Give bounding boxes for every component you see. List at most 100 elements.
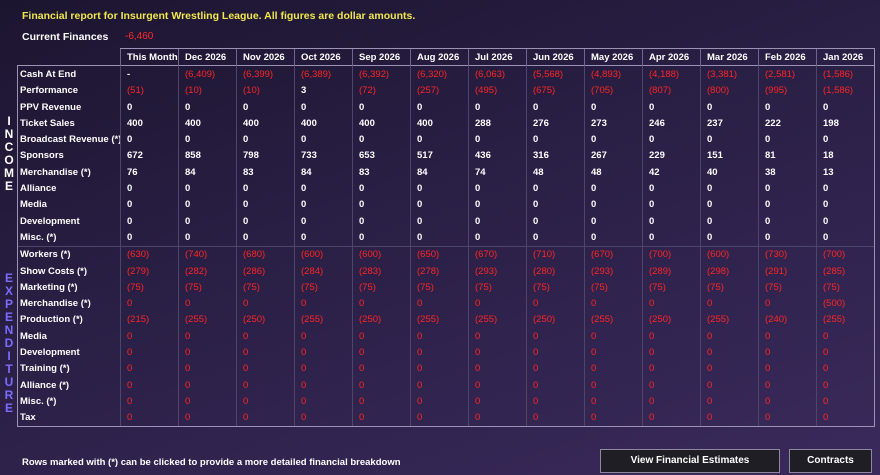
- row-value: 0: [294, 393, 353, 410]
- row-value: 0: [642, 376, 701, 394]
- row-value: 0: [236, 131, 295, 148]
- row-value: 0: [758, 409, 817, 427]
- row-value: 0: [178, 344, 237, 361]
- row-value: 0: [758, 229, 817, 247]
- report-row[interactable]: Training (*) 0 0 0 0 0 0 0 0 0 0 0 0 0: [17, 360, 875, 377]
- report-row[interactable]: Broadcast Revenue (*) 0 0 0 0 0 0 0 0 0 0 0 0 0: [17, 131, 875, 148]
- column-header: May 2026: [584, 47, 643, 66]
- row-value: 0: [642, 98, 701, 116]
- row-value: 0: [468, 98, 527, 116]
- row-value: 0: [468, 229, 527, 247]
- view-financial-estimates-button[interactable]: View Financial Estimates: [600, 449, 780, 473]
- expenditure-letter: U: [4, 375, 14, 389]
- row-value: 0: [584, 409, 643, 427]
- report-row: Development 0 0 0 0 0 0 0 0 0 0 0 0 0: [17, 344, 875, 361]
- report-row[interactable]: Show Costs (*) (279) (282) (286) (284) (283)(…: [17, 262, 875, 280]
- row-value: 0: [584, 328, 643, 345]
- row-label[interactable]: Misc. (*): [17, 393, 121, 410]
- row-value: 0: [642, 180, 701, 197]
- row-label[interactable]: Merchandise (*): [17, 164, 121, 181]
- report-row[interactable]: Marketing (*) (75) (75) (75) (75) (75) (75) (75…: [17, 279, 875, 296]
- row-value: 0: [468, 295, 527, 312]
- row-value: 653: [352, 147, 411, 165]
- column-header: Dec 2026: [178, 47, 237, 66]
- contracts-button[interactable]: Contracts: [789, 449, 872, 473]
- row-label[interactable]: Merchandise (*): [17, 295, 121, 312]
- row-label[interactable]: Workers (*): [17, 245, 121, 263]
- report-row: Sponsors 672 858 798 733 653 517 436 316 267 229 15…: [17, 147, 875, 165]
- row-value: (1,586): [816, 82, 875, 99]
- column-header: Mar 2026: [700, 47, 759, 66]
- row-value: 0: [352, 393, 411, 410]
- row-value: (75): [468, 279, 527, 296]
- report-row[interactable]: Merchandise (*) 76 84 83 84 83 84 74 48 48 42 40 38 1…: [17, 164, 875, 181]
- row-value: 84: [410, 164, 469, 181]
- row-label[interactable]: Marketing (*): [17, 279, 121, 296]
- row-value: 0: [584, 212, 643, 230]
- row-value: 3: [294, 82, 353, 99]
- row-label: PPV Revenue: [17, 98, 121, 116]
- income-letter: M: [4, 166, 14, 180]
- row-value: (670): [584, 245, 643, 263]
- row-label[interactable]: Production (*): [17, 311, 121, 329]
- row-value: (282): [178, 262, 237, 280]
- row-value: 0: [236, 360, 295, 377]
- row-value: 436: [468, 147, 527, 165]
- row-value: 0: [642, 360, 701, 377]
- row-value: 0: [294, 98, 353, 116]
- row-value: 0: [120, 131, 179, 148]
- row-value: 48: [526, 164, 585, 181]
- row-value: 0: [642, 409, 701, 427]
- report-row: Cash At End - (6,409) (6,399) (6,389) (6,392)…: [17, 65, 875, 83]
- column-header: This Month: [120, 47, 179, 66]
- report-row[interactable]: Merchandise (*) 0 0 0 0 0 0 0 0 0 0 0 0 (500): [17, 295, 875, 312]
- row-value: 0: [294, 229, 353, 247]
- row-value: (740): [178, 245, 237, 263]
- row-label[interactable]: Broadcast Revenue (*): [17, 131, 121, 148]
- financial-report-table: This Month Dec 2026 Nov 2026 Oct 2026 Sep 20…: [17, 47, 875, 427]
- row-value: 400: [236, 115, 295, 132]
- income-letter: C: [4, 140, 14, 154]
- report-row: Ticket Sales 400 400 400 400 400 400 288 276 273 2…: [17, 115, 875, 132]
- row-value: (298): [700, 262, 759, 280]
- income-letter: E: [4, 179, 13, 193]
- row-value: (730): [758, 245, 817, 263]
- report-row: Development 0 0 0 0 0 0 0 0 0 0 0 0 0: [17, 212, 875, 230]
- row-label[interactable]: Training (*): [17, 360, 121, 377]
- row-value: (255): [584, 311, 643, 329]
- row-value: 0: [758, 328, 817, 345]
- row-value: (630): [120, 245, 179, 263]
- row-value: 0: [642, 212, 701, 230]
- row-value: 0: [584, 360, 643, 377]
- row-value: (75): [816, 279, 875, 296]
- row-value: 198: [816, 115, 875, 132]
- row-label[interactable]: Show Costs (*): [17, 262, 121, 280]
- row-value: 0: [816, 360, 875, 377]
- expenditure-letter: N: [4, 323, 14, 337]
- column-header: Nov 2026: [236, 47, 295, 66]
- row-label[interactable]: Alliance (*): [17, 376, 121, 394]
- row-value: 42: [642, 164, 701, 181]
- row-value: 0: [120, 229, 179, 247]
- report-row[interactable]: Misc. (*) 0 0 0 0 0 0 0 0 0 0 0 0 0: [17, 229, 875, 247]
- row-value: 0: [642, 328, 701, 345]
- row-value: (75): [526, 279, 585, 296]
- row-value: 0: [236, 376, 295, 394]
- report-row[interactable]: Workers (*) (630) (740) (680) (600) (600) (650…: [17, 245, 875, 263]
- row-value: (75): [120, 279, 179, 296]
- report-row[interactable]: Misc. (*) 0 0 0 0 0 0 0 0 0 0 0 0 0: [17, 393, 875, 410]
- row-value: 0: [236, 393, 295, 410]
- row-value: 0: [352, 360, 411, 377]
- row-label[interactable]: Misc. (*): [17, 229, 121, 247]
- row-value: (807): [642, 82, 701, 99]
- report-row[interactable]: Production (*) (215) (255) (250) (255) (250)(…: [17, 311, 875, 329]
- row-value: 400: [178, 115, 237, 132]
- row-value: 0: [352, 409, 411, 427]
- report-row[interactable]: Alliance (*) 0 0 0 0 0 0 0 0 0 0 0 0 0: [17, 376, 875, 394]
- row-value: (255): [816, 311, 875, 329]
- row-value: 0: [700, 212, 759, 230]
- row-value: 0: [410, 229, 469, 247]
- row-value: 0: [584, 196, 643, 213]
- row-value: 0: [468, 131, 527, 148]
